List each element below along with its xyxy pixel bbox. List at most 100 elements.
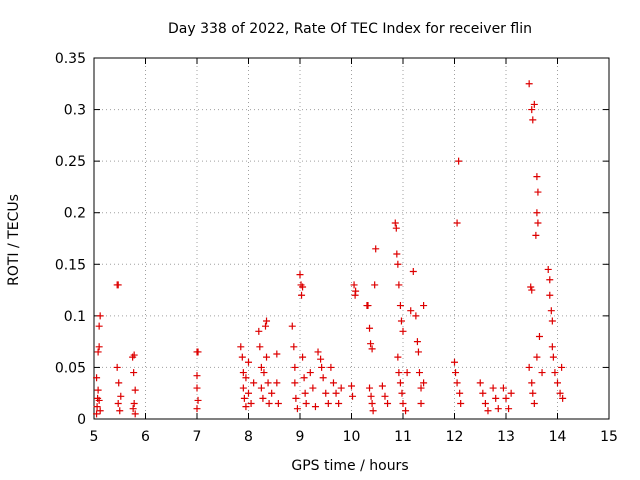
data-point (94, 348, 102, 356)
data-point (559, 394, 567, 402)
data-point (95, 343, 103, 351)
data-point (261, 322, 269, 330)
data-point (366, 324, 374, 332)
data-point (417, 384, 425, 392)
data-point (291, 379, 299, 387)
data-point (396, 302, 404, 310)
data-point (369, 407, 377, 415)
data-point (274, 400, 282, 408)
data-point (193, 384, 201, 392)
data-point (350, 281, 358, 289)
data-point (378, 382, 386, 390)
data-point (129, 405, 137, 413)
data-point (407, 307, 415, 315)
data-point (527, 283, 535, 291)
y-tick-label: 0 (77, 412, 86, 428)
data-point (456, 389, 464, 397)
data-point (238, 353, 246, 361)
data-point (532, 231, 540, 239)
data-point (256, 343, 264, 351)
data-point (391, 219, 399, 227)
data-point (96, 312, 104, 320)
data-point (372, 245, 380, 253)
data-point (116, 407, 124, 415)
data-point (397, 317, 405, 325)
data-point (395, 281, 403, 289)
data-point (299, 283, 307, 291)
data-point (263, 317, 271, 325)
data-point (322, 389, 330, 397)
data-point (413, 338, 421, 346)
data-point (393, 250, 401, 258)
data-point (453, 219, 461, 227)
data-point (420, 379, 428, 387)
data-point (273, 350, 281, 358)
data-point (255, 327, 263, 335)
data-point (392, 224, 400, 232)
data-point (95, 322, 103, 330)
data-point (484, 407, 492, 415)
data-point (324, 400, 332, 408)
data-point (502, 394, 510, 402)
data-point (348, 382, 355, 390)
data-point (525, 80, 533, 88)
data-point (264, 379, 272, 387)
data-point (476, 379, 484, 387)
y-tick-label: 0.35 (55, 51, 86, 67)
data-point (554, 379, 561, 387)
grid-lines (94, 58, 609, 419)
data-point (242, 403, 250, 411)
y-tick-label: 0.15 (55, 257, 86, 273)
data-point (335, 400, 343, 408)
y-tick-label: 0.05 (55, 360, 86, 376)
data-point (367, 392, 375, 400)
data-point (533, 353, 541, 361)
data-point (327, 363, 335, 371)
data-point (263, 353, 271, 361)
data-point (371, 281, 379, 289)
data-point (247, 400, 255, 408)
data-point (309, 384, 317, 392)
data-point (534, 219, 542, 227)
y-tick-label: 0.25 (55, 154, 86, 170)
x-tick-label: 8 (244, 429, 253, 445)
data-point (533, 173, 541, 181)
data-point (396, 379, 404, 387)
x-tick-label: 7 (193, 429, 202, 445)
data-point (194, 348, 202, 356)
x-tick-label: 14 (549, 429, 567, 445)
data-point (93, 403, 101, 411)
data-point (130, 369, 138, 377)
data-point (318, 363, 326, 371)
data-point (352, 287, 360, 295)
data-point (505, 405, 513, 413)
data-point (288, 322, 296, 330)
data-point (332, 389, 340, 397)
x-tick-label: 12 (446, 429, 464, 445)
data-point (548, 343, 556, 351)
data-point (93, 410, 101, 418)
data-point (337, 384, 345, 392)
data-point (368, 400, 376, 408)
y-tick-label: 0.3 (64, 103, 86, 119)
data-point (93, 374, 101, 382)
data-point (546, 276, 554, 284)
data-point (193, 405, 201, 413)
data-point (290, 343, 298, 351)
data-point (549, 353, 557, 361)
data-point (193, 372, 201, 380)
data-point (368, 345, 376, 353)
data-point (546, 291, 554, 299)
x-tick-label: 11 (394, 429, 412, 445)
data-point (314, 348, 322, 356)
data-point (239, 384, 247, 392)
data-point (319, 374, 327, 382)
data-point (492, 394, 500, 402)
x-tick-label: 9 (296, 429, 305, 445)
data-point (113, 363, 121, 371)
data-point (268, 389, 276, 397)
data-point (551, 369, 559, 377)
data-point (131, 386, 139, 394)
data-point (291, 363, 299, 371)
